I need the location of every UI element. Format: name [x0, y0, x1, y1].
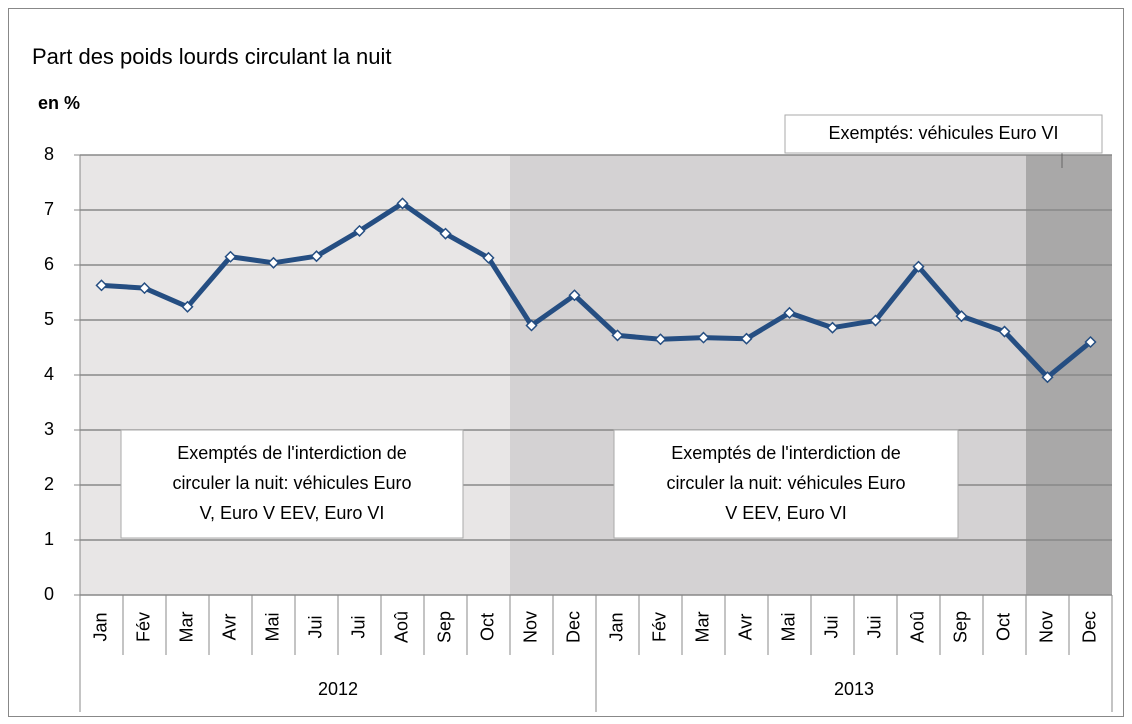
- x-tick-label: Dec: [1079, 611, 1099, 643]
- series-line: [101, 200, 1093, 380]
- x-tick-label: Mai: [262, 612, 282, 641]
- x-tick-label: Mar: [176, 611, 196, 642]
- annotation-box: [120, 429, 464, 539]
- y-tick-label: 2: [44, 474, 54, 494]
- x-tick-label: Jan: [90, 612, 110, 641]
- x-group-label: 2012: [318, 679, 358, 699]
- data-point: [267, 256, 280, 269]
- data-point: [912, 260, 925, 273]
- annotation-text: circuler la nuit: véhicules Euro: [666, 473, 905, 493]
- data-point: [224, 250, 237, 263]
- data-point: [439, 227, 452, 240]
- data-point: [740, 332, 753, 345]
- y-tick-label: 8: [44, 144, 54, 164]
- x-tick-label: Sep: [434, 611, 454, 643]
- data-point: [482, 251, 495, 264]
- data-point: [611, 329, 624, 342]
- data-point: [568, 289, 581, 302]
- data-point: [138, 282, 151, 295]
- data-point: [654, 333, 667, 346]
- x-tick-label: Nov: [1036, 611, 1056, 643]
- data-point: [1084, 335, 1097, 349]
- y-tick-label: 0: [44, 584, 54, 604]
- annotation-box: [784, 114, 1103, 154]
- data-point: [697, 331, 710, 344]
- data-point: [955, 310, 968, 323]
- x-tick-label: Dec: [563, 611, 583, 643]
- y-tick-label: 3: [44, 419, 54, 439]
- x-tick-label: Jui: [348, 615, 368, 638]
- x-group-label: 2013: [834, 679, 874, 699]
- x-tick-label: Jan: [606, 612, 626, 641]
- y-axis-label: en %: [38, 93, 80, 113]
- y-tick-label: 6: [44, 254, 54, 274]
- data-point: [525, 319, 538, 332]
- data-point: [396, 197, 409, 210]
- y-tick-label: 7: [44, 199, 54, 219]
- y-tick-label: 1: [44, 529, 54, 549]
- data-point: [1041, 371, 1054, 384]
- x-tick-label: Aoû: [391, 611, 411, 643]
- data-point: [353, 224, 366, 237]
- x-tick-label: Fév: [649, 612, 669, 642]
- data-point: [181, 300, 194, 313]
- x-tick-label: Avr: [735, 614, 755, 641]
- x-tick-label: Jui: [864, 615, 884, 638]
- data-point: [783, 306, 796, 319]
- annotation-text: Exemptés: véhicules Euro VI: [828, 123, 1058, 143]
- x-tick-label: Aoû: [907, 611, 927, 643]
- x-tick-label: Oct: [477, 613, 497, 641]
- x-tick-label: Mar: [692, 611, 712, 642]
- x-tick-label: Nov: [520, 611, 540, 643]
- data-point: [869, 314, 882, 327]
- data-point: [310, 250, 323, 263]
- annotation-text: V EEV, Euro VI: [725, 503, 846, 523]
- x-tick-label: Sep: [950, 611, 970, 643]
- annotation-text: Exemptés de l'interdiction de: [671, 443, 901, 463]
- data-point: [95, 279, 108, 292]
- annotation-text: circuler la nuit: véhicules Euro: [172, 473, 411, 493]
- data-point: [998, 325, 1011, 338]
- x-tick-label: Avr: [219, 614, 239, 641]
- x-tick-label: Jui: [821, 615, 841, 638]
- x-tick-label: Mai: [778, 612, 798, 641]
- annotation-text: V, Euro V EEV, Euro VI: [200, 503, 385, 523]
- chart-title: Part des poids lourds circulant la nuit: [32, 44, 392, 69]
- x-tick-label: Jui: [305, 615, 325, 638]
- x-tick-label: Oct: [993, 613, 1013, 641]
- y-tick-label: 5: [44, 309, 54, 329]
- x-tick-label: Fév: [133, 612, 153, 642]
- annotation-text: Exemptés de l'interdiction de: [177, 443, 407, 463]
- data-point: [826, 321, 839, 334]
- y-tick-label: 4: [44, 364, 54, 384]
- annotation-box: [613, 429, 959, 539]
